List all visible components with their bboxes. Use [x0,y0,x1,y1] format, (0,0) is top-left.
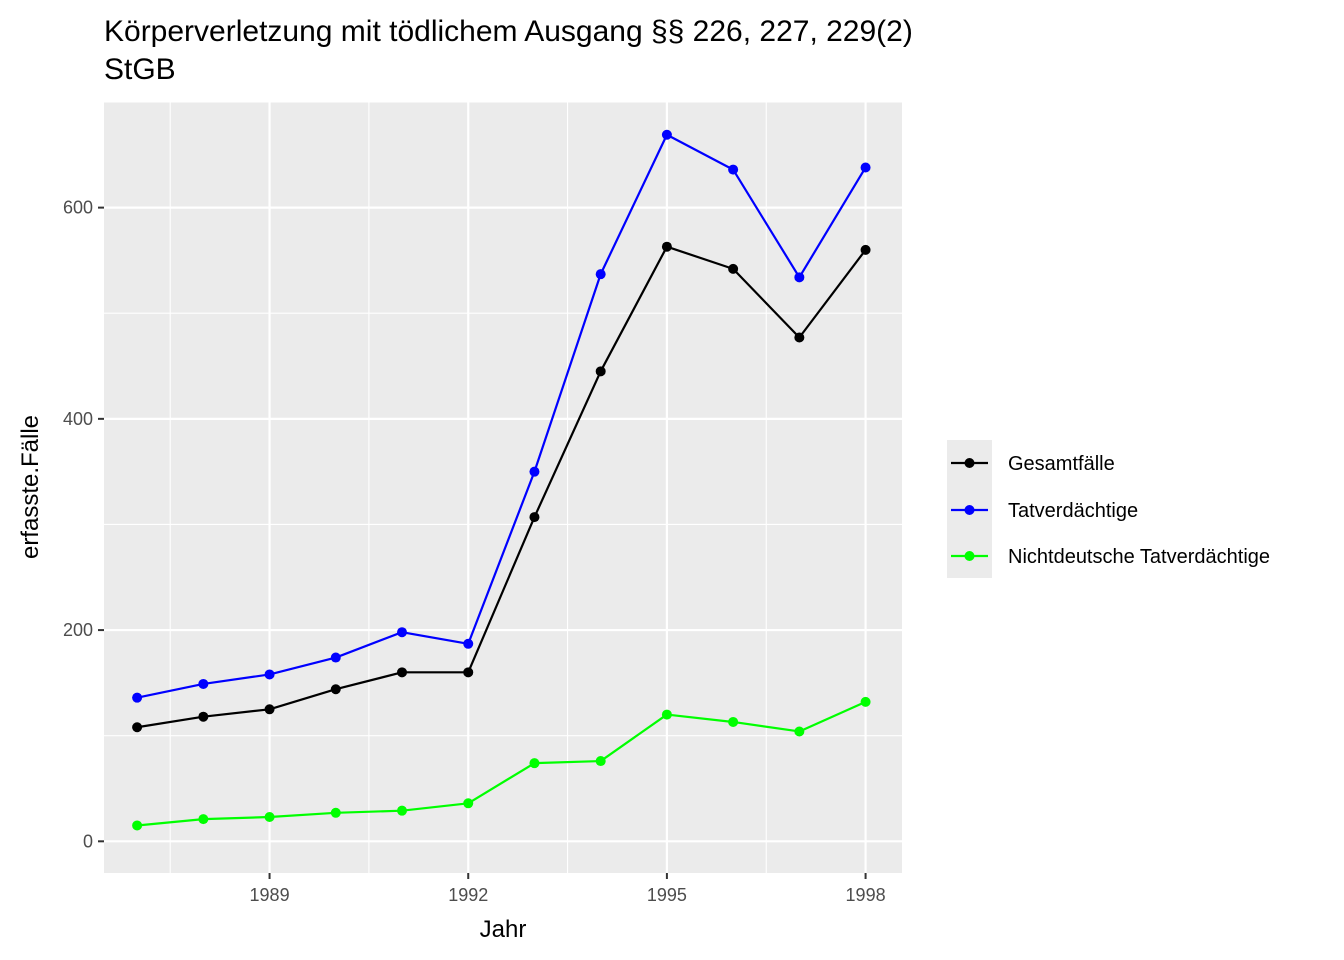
data-point [728,263,739,274]
series-line-2 [136,133,867,699]
data-point [794,332,805,343]
series-line-3 [137,700,867,827]
grid-minor [104,101,902,873]
data-point [529,466,540,477]
data-point [860,244,871,255]
data-point [264,812,275,823]
data-point [860,696,871,707]
data-point [330,684,341,695]
data-point [595,756,606,767]
legend-key-point [964,458,975,468]
data-point [463,638,474,649]
x-tick-label: 1992 [448,885,488,905]
axis-ticks [98,206,867,879]
y-axis-title: erfasste.Fälle [17,415,44,559]
axis-tick-labels: 1989 1992 1995 1998 0 200 400 600 [63,198,886,905]
legend-label: Tatverdächtige [1008,500,1138,522]
data-point [661,709,672,720]
data-point [397,627,408,638]
data-point [661,129,672,140]
data-point [330,652,341,663]
chart-title-line-2: StGB [104,53,176,86]
data-point [463,798,474,809]
data-point [132,722,143,733]
data-point [529,512,540,523]
data-point [728,164,739,175]
series-line-1 [136,245,867,729]
data-point [595,366,606,377]
plot-panel [104,102,902,873]
legend: Gesamtfälle Tatverdächtige Nichtdeutsche T… [947,440,1270,578]
data-point [794,272,805,283]
y-tick-label: 200 [63,620,93,640]
data-point [595,269,606,280]
data-point [661,241,672,252]
data-point [860,162,871,173]
legend-label: Gesamtfälle [1008,453,1115,475]
x-tick-label: 1998 [846,885,886,905]
y-tick-label: 400 [63,409,93,429]
x-axis-title: Jahr [480,916,527,943]
data-point [529,758,540,769]
legend-items: Gesamtfälle Tatverdächtige Nichtdeutsche T… [951,453,1270,568]
data-point [198,711,209,722]
legend-key-point [964,505,975,515]
data-point [728,716,739,727]
x-tick-label: 1989 [250,885,290,905]
data-point [794,726,805,737]
legend-key-point [964,551,975,561]
data-point [264,669,275,680]
y-tick-label: 0 [83,831,93,851]
data-point [397,667,408,678]
chart-title-line-1: Körperverletzung mit tödlichem Ausgang §… [104,15,913,48]
data-point [330,807,341,818]
data-point [132,692,143,703]
data-point [198,678,209,689]
data-point [198,814,209,825]
series-layer [132,129,871,831]
data-point [463,667,474,678]
x-tick-label: 1995 [647,885,687,905]
grid-major [104,102,902,873]
y-tick-label: 600 [63,198,93,218]
data-point [264,704,275,715]
data-point [132,820,143,831]
legend-label: Nichtdeutsche Tatverdächtige [1008,546,1270,568]
data-point [397,805,408,816]
